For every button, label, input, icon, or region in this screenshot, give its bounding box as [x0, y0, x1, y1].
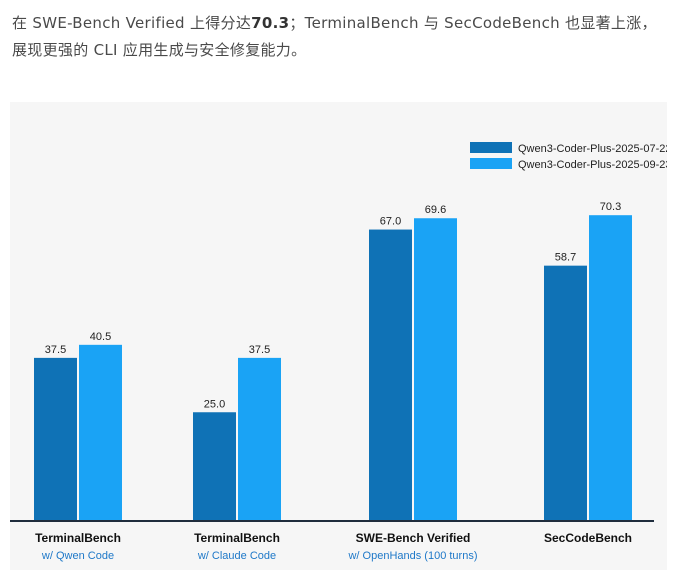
- value-label: 37.5: [249, 344, 270, 356]
- value-label: 58.7: [555, 252, 576, 264]
- intro-text-part1: 在 SWE-Bench Verified 上得分达: [12, 14, 252, 32]
- x-tick-label: TerminalBench: [35, 531, 121, 545]
- bar: [414, 218, 457, 521]
- bar: [193, 412, 236, 521]
- legend-label: Qwen3-Coder-Plus-2025-07-22: [518, 143, 667, 155]
- x-tick-label: SWE-Bench Verified: [356, 531, 471, 545]
- legend-swatch: [470, 142, 512, 153]
- bar-chart: Qwen3-Coder-Plus-2025-07-22 Qwen3-Coder-P…: [10, 142, 667, 562]
- x-tick-sublabel: w/ OpenHands (100 turns): [347, 550, 477, 562]
- bar: [369, 229, 412, 522]
- x-tick-sublabel: w/ Claude Code: [197, 550, 276, 562]
- bar: [589, 215, 632, 521]
- value-label: 25.0: [204, 398, 225, 410]
- value-label: 37.5: [45, 344, 66, 356]
- bar: [79, 344, 122, 521]
- x-tick-label: SecCodeBench: [544, 531, 632, 545]
- value-label: 67.0: [380, 216, 401, 228]
- value-label: 69.6: [425, 204, 446, 216]
- intro-score: 70.3: [251, 14, 290, 32]
- bar: [238, 357, 281, 521]
- bar: [34, 357, 77, 521]
- intro-text-part2: ；TerminalBench 与 SecCodeBench 也显著上涨，展现更强…: [12, 14, 657, 59]
- legend-swatch: [470, 158, 512, 169]
- x-tick-label: TerminalBench: [194, 531, 280, 545]
- value-label: 70.3: [600, 201, 621, 213]
- chart-panel: Qwen3-Coder-Plus-2025-07-22 Qwen3-Coder-P…: [10, 102, 667, 570]
- intro-paragraph: 在 SWE-Bench Verified 上得分达70.3；TerminalBe…: [12, 10, 672, 64]
- legend-label: Qwen3-Coder-Plus-2025-09-23: [518, 159, 667, 171]
- x-tick-sublabel: w/ Qwen Code: [41, 550, 114, 562]
- value-label: 40.5: [90, 331, 111, 343]
- bar: [544, 265, 587, 521]
